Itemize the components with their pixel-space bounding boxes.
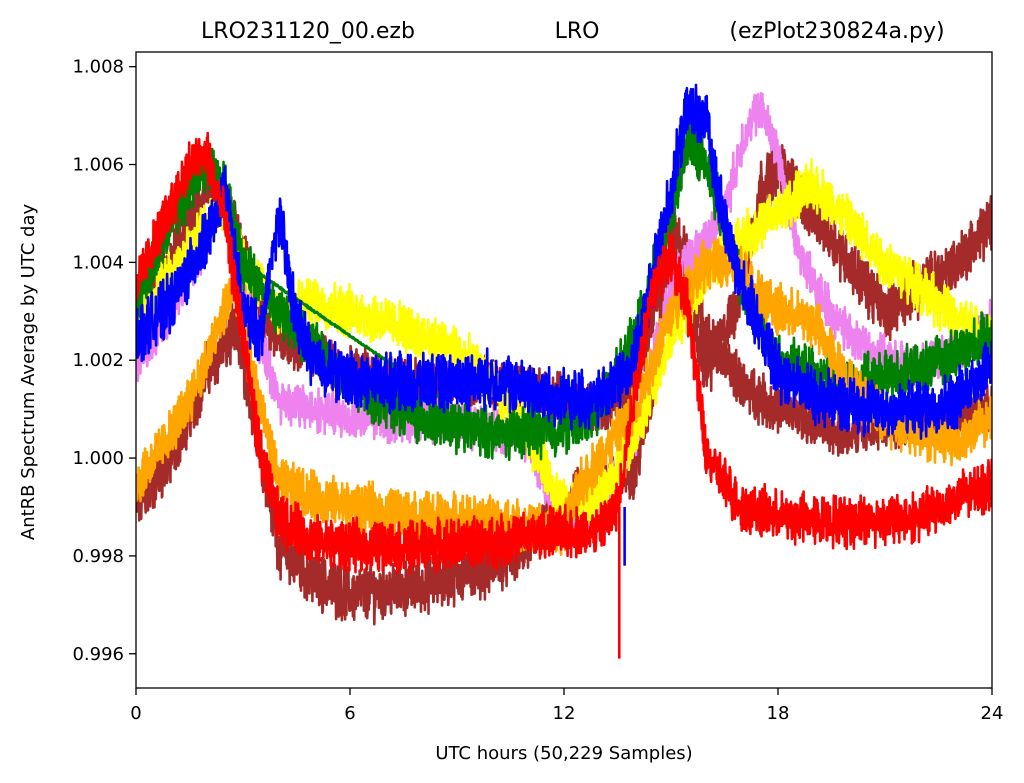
y-tick-label: 1.008 <box>72 57 124 78</box>
x-tick-label: 12 <box>553 703 576 724</box>
y-tick-label: 0.996 <box>72 644 124 665</box>
chart-title-center: LRO <box>555 19 600 44</box>
x-tick-label: 6 <box>344 703 355 724</box>
x-axis-ticks: 0 6 12 18 24 <box>130 688 1003 724</box>
series-line-7 <box>136 83 992 440</box>
y-tick-label: 0.998 <box>72 546 124 567</box>
chart-title-left: LRO231120_00.ezb <box>201 19 415 44</box>
y-tick-label: 1.004 <box>72 252 124 273</box>
x-tick-label: 18 <box>767 703 790 724</box>
y-axis-ticks: 0.996 0.998 1.000 1.002 1.004 1.006 1.008 <box>72 57 136 665</box>
y-axis-label: AntRB Spectrum Average by UTC day <box>18 204 39 541</box>
x-axis-label: UTC hours (50,229 Samples) <box>435 743 692 764</box>
series-line-8 <box>136 131 992 575</box>
chart-title-right: (ezPlot230824a.py) <box>729 19 944 44</box>
x-tick-label: 0 <box>130 703 141 724</box>
y-tick-label: 1.000 <box>72 448 124 469</box>
y-tick-label: 1.006 <box>72 155 124 176</box>
y-tick-label: 1.002 <box>72 350 124 371</box>
series-layer <box>136 83 992 659</box>
x-tick-label: 24 <box>981 703 1004 724</box>
